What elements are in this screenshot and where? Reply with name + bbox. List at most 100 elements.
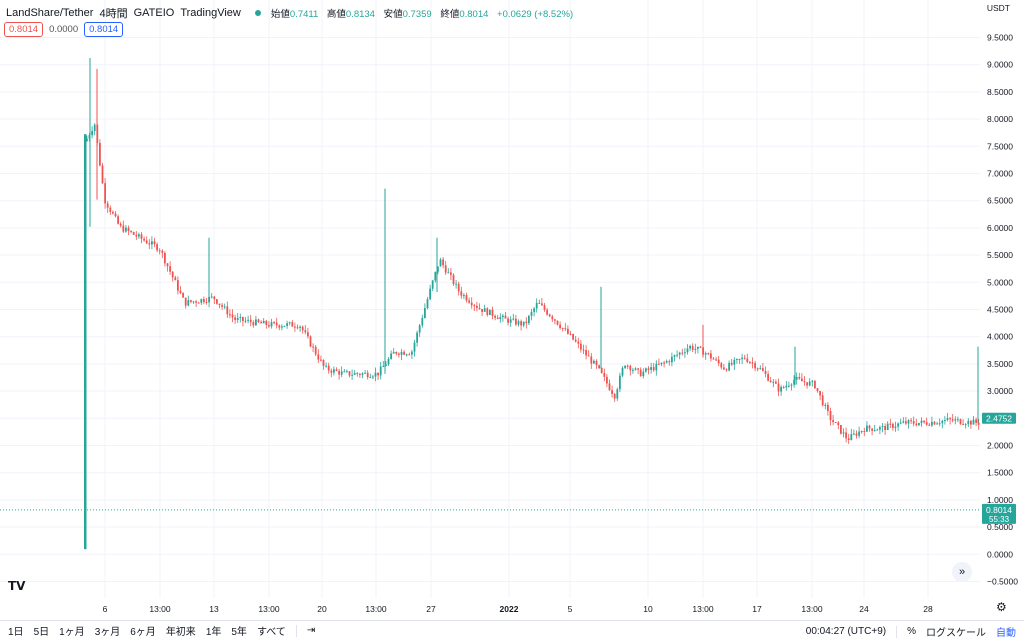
- candle-body: [756, 368, 759, 370]
- range-ytd[interactable]: 年初来: [165, 627, 196, 638]
- candle-body: [621, 368, 624, 376]
- candle-body: [819, 390, 821, 396]
- candle-body: [356, 373, 359, 375]
- candle-body: [177, 280, 179, 291]
- buy-price-button[interactable]: 0.8014: [84, 22, 124, 37]
- range-all[interactable]: すべて: [256, 627, 286, 638]
- candle-body: [941, 420, 944, 424]
- range-1y[interactable]: 1年: [205, 627, 222, 638]
- time-axis-svg[interactable]: 6 13:00 13 13:00 20 13:00 27 2022 5 10 13:00 17 13:0…: [0, 598, 980, 618]
- candle-body: [574, 339, 577, 342]
- candle-body: [655, 363, 658, 371]
- candle-body: [265, 320, 268, 326]
- price-axis-svg[interactable]: 9.5000 9.0000 8.5000 8.0000 7.5000 7.0000 6.50…: [980, 0, 1024, 598]
- candle-body: [351, 374, 353, 376]
- candle-body: [821, 395, 824, 406]
- candle-body: [460, 291, 463, 296]
- candle-body: [156, 244, 158, 251]
- tradingview-logo-icon[interactable]: 𝗧𝗩: [8, 579, 26, 593]
- candle-body: [301, 326, 304, 331]
- calendar-goto-icon[interactable]: ⇥: [306, 625, 316, 636]
- candle-body: [213, 296, 216, 300]
- candle-body: [951, 419, 954, 421]
- candle-body: [977, 422, 980, 425]
- candle-body: [603, 372, 606, 377]
- percent-toggle[interactable]: %: [907, 626, 916, 637]
- candle-body: [522, 321, 525, 326]
- auto-scale-toggle[interactable]: 自動: [996, 628, 1016, 639]
- candle-body: [231, 314, 234, 318]
- candle-body: [918, 422, 920, 426]
- candle-body: [377, 372, 379, 376]
- candle-body: [421, 318, 424, 326]
- candle-body: [450, 272, 452, 275]
- candle-body: [255, 319, 257, 326]
- candle-body: [816, 388, 819, 391]
- candle-body: [925, 422, 928, 425]
- candle-body: [814, 381, 816, 389]
- candle-body: [262, 320, 265, 324]
- range-5y[interactable]: 5年: [231, 627, 247, 638]
- candle-body: [278, 325, 281, 328]
- gear-icon[interactable]: ⚙: [996, 600, 1007, 614]
- candle-body: [403, 351, 405, 355]
- time-tick-label: 13:00: [801, 604, 823, 614]
- price-axis[interactable]: 9.5000 9.0000 8.5000 8.0000 7.5000 7.0000 6.50…: [980, 0, 1024, 598]
- candle-body: [689, 345, 691, 349]
- candle-body: [122, 225, 125, 232]
- candle-body: [525, 321, 528, 324]
- candle-body: [148, 243, 151, 245]
- candle-body: [928, 424, 931, 426]
- candle-body: [606, 376, 608, 384]
- log-scale-toggle[interactable]: ログスケール: [926, 628, 986, 639]
- candle-body: [671, 356, 673, 363]
- candle-body: [936, 423, 938, 425]
- candle-body: [639, 369, 642, 377]
- candle-body: [528, 315, 530, 324]
- candle-body: [608, 383, 611, 391]
- candle-body: [920, 420, 923, 423]
- candle-body: [684, 352, 686, 354]
- sell-price-button[interactable]: 0.8014: [4, 22, 44, 37]
- currency-label[interactable]: USDT: [986, 3, 1010, 13]
- candle-body: [746, 358, 749, 363]
- time-axis[interactable]: 6 13:00 13 13:00 20 13:00 27 2022 5 10 13:00 17 13:0…: [0, 598, 980, 618]
- candle-body: [543, 305, 546, 310]
- candle-body: [790, 384, 793, 386]
- candle-body: [704, 353, 707, 355]
- candle-body: [499, 317, 502, 320]
- candle-body: [933, 421, 936, 425]
- candle-body: [970, 420, 972, 425]
- candle-body: [125, 227, 127, 232]
- price-tick-label: 0.5000: [987, 522, 1013, 532]
- range-5d[interactable]: 5日: [33, 627, 50, 638]
- candle-body: [738, 358, 741, 360]
- interval-label[interactable]: 4時間: [99, 8, 128, 20]
- range-6m[interactable]: 6ヶ月: [130, 627, 156, 638]
- clock-time[interactable]: 00:04:27 (UTC+9): [805, 626, 887, 637]
- candle-body: [629, 365, 632, 371]
- scroll-to-realtime-icon[interactable]: »: [952, 562, 972, 582]
- time-tick-label: 24: [859, 604, 869, 614]
- range-3m[interactable]: 3ヶ月: [94, 627, 121, 638]
- symbol-name[interactable]: LandShare/Tether: [6, 7, 94, 19]
- price-tick-label: 4.0000: [987, 332, 1013, 342]
- candle-body: [382, 366, 385, 368]
- range-1m[interactable]: 1ヶ月: [59, 627, 85, 638]
- candlestick-chart[interactable]: [0, 0, 980, 598]
- candle-body: [515, 318, 517, 325]
- candle-body: [741, 357, 743, 360]
- candle-body: [842, 432, 845, 434]
- candle-body: [590, 356, 593, 364]
- candle-body: [268, 325, 270, 327]
- candle-body: [84, 134, 87, 550]
- candle-body: [99, 142, 101, 166]
- candle-body: [884, 426, 886, 431]
- candle-body: [860, 431, 863, 433]
- candle-body: [972, 419, 975, 425]
- candle-body: [853, 433, 855, 435]
- chart-area[interactable]: [0, 0, 980, 598]
- candle-body: [725, 369, 728, 371]
- range-1d[interactable]: 1日: [8, 627, 24, 638]
- candle-body: [444, 265, 447, 273]
